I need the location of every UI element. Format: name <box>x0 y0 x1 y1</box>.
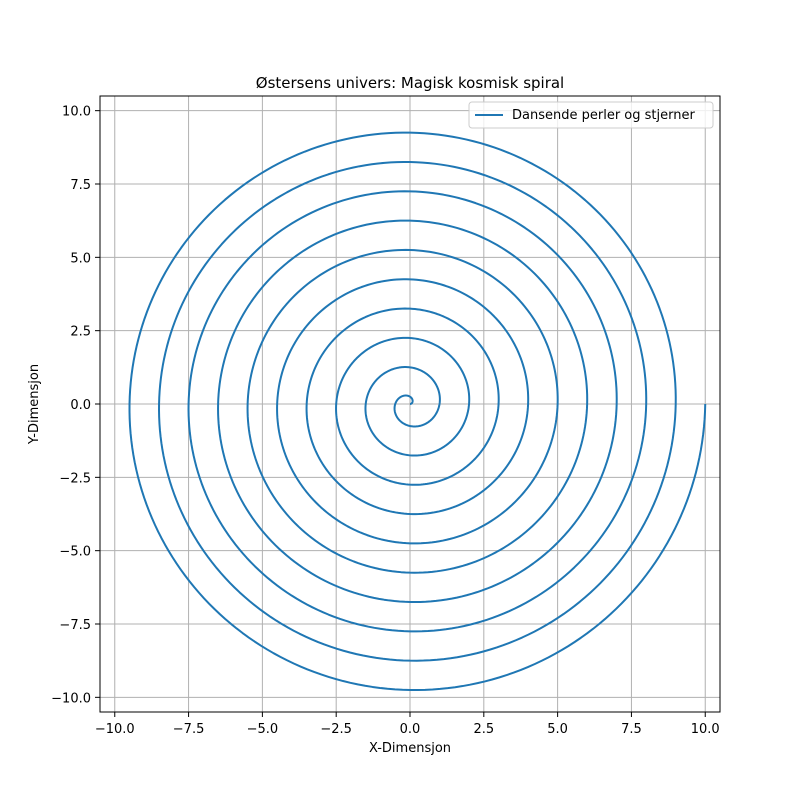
plot-area <box>128 131 707 692</box>
x-tick-label: −5.0 <box>247 722 279 737</box>
y-tick-label: 0.0 <box>70 398 91 413</box>
y-tick-label: 5.0 <box>70 251 91 266</box>
y-tick-label: 7.5 <box>70 178 91 193</box>
legend: Dansende perler og stjerner <box>468 101 714 129</box>
y-tick-label: −10.0 <box>51 691 91 706</box>
x-tick-label: −7.5 <box>173 722 205 737</box>
y-tick-label: −5.0 <box>59 545 91 560</box>
y-axis-ticks: −10.0 −7.5 −5.0 −2.5 0.0 2.5 5.0 7.5 10.0 <box>51 105 100 706</box>
x-tick-label: −2.5 <box>320 722 352 737</box>
y-tick-label: −7.5 <box>59 618 91 633</box>
x-tick-label: 10.0 <box>691 722 720 737</box>
series-line-dansende-perler <box>128 131 707 692</box>
legend-label: Dansende perler og stjerner <box>512 108 695 123</box>
x-tick-label: 5.0 <box>547 722 568 737</box>
chart-title: Østersens univers: Magisk kosmisk spiral <box>256 74 564 92</box>
x-axis-label: X-Dimensjon <box>369 741 451 756</box>
y-tick-label: 10.0 <box>62 105 91 120</box>
x-tick-label: 2.5 <box>473 722 494 737</box>
x-axis-ticks: −10.0 −7.5 −5.0 −2.5 0.0 2.5 5.0 7.5 10.0 <box>95 712 720 737</box>
x-tick-label: 0.0 <box>400 722 421 737</box>
x-tick-label: 7.5 <box>621 722 642 737</box>
y-tick-label: −2.5 <box>59 471 91 486</box>
x-tick-label: −10.0 <box>95 722 135 737</box>
y-tick-label: 2.5 <box>70 325 91 340</box>
y-axis-label: Y-Dimensjon <box>27 364 42 445</box>
legend-box <box>468 101 714 129</box>
